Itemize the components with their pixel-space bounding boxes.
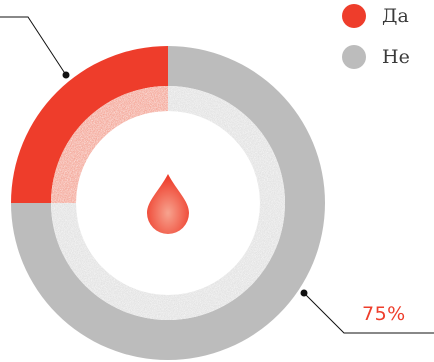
legend-label-yes: Да: [382, 5, 409, 27]
callout-line-yes: [0, 16, 67, 76]
callout-dot-no: [300, 289, 308, 297]
blood-drop-icon: [147, 174, 189, 234]
percent-callout-label: 75%: [362, 303, 406, 325]
legend: Да Не: [342, 4, 410, 86]
callout-dot-yes: [62, 71, 70, 79]
inner-ring-texture: [51, 86, 285, 320]
legend-swatch-no: [342, 45, 366, 69]
legend-swatch-yes: [342, 4, 366, 28]
donut-inner-texture-yes: [51, 86, 168, 203]
callout-line-no: [303, 292, 434, 334]
donut-slice-yes: [11, 46, 168, 203]
legend-label-no: Не: [382, 46, 410, 68]
legend-item-no: Не: [342, 45, 410, 69]
outer-ring: [11, 46, 325, 360]
legend-item-yes: Да: [342, 4, 410, 28]
callout-lines: [0, 16, 434, 334]
